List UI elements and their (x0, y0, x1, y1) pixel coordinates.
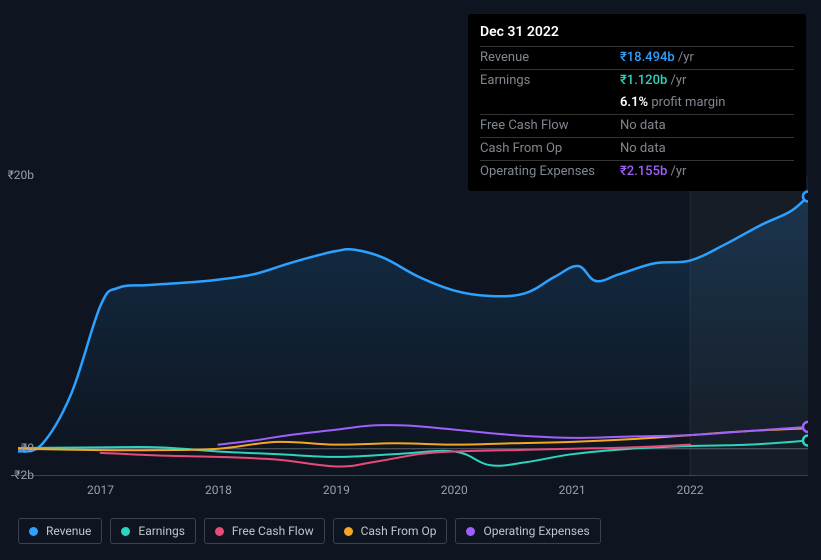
legend-item[interactable]: Revenue (18, 518, 102, 544)
tooltip-row-value: ₹18.494b /yr (620, 49, 694, 67)
tooltip-row: Revenue₹18.494b /yr (480, 46, 794, 69)
y-axis-label: ₹20b (0, 168, 34, 182)
tooltip-row-extra: 6.1% profit margin (480, 92, 794, 114)
legend-label: Cash From Op (361, 524, 437, 538)
tooltip-row: Earnings₹1.120b /yr (480, 69, 794, 92)
chart-plot (18, 176, 808, 476)
tooltip-row-label: Operating Expenses (480, 163, 620, 181)
tooltip-row-label: Revenue (480, 49, 620, 67)
x-axis-label: 2019 (323, 483, 350, 497)
legend-swatch (344, 527, 353, 536)
tooltip-row-value: No data (620, 140, 666, 158)
legend-item[interactable]: Free Cash Flow (204, 518, 325, 544)
legend-label: Free Cash Flow (232, 524, 314, 538)
tooltip-date: Dec 31 2022 (480, 24, 794, 46)
chart-legend: Revenue Earnings Free Cash Flow Cash From O… (18, 518, 601, 544)
x-axis-label: 2022 (677, 483, 704, 497)
tooltip-row-label: Free Cash Flow (480, 117, 620, 135)
legend-label: Revenue (46, 524, 91, 538)
legend-swatch (466, 527, 475, 536)
legend-swatch (121, 527, 130, 536)
x-axis-label: 2020 (441, 483, 468, 497)
legend-item[interactable]: Cash From Op (333, 518, 448, 544)
x-axis-label: 2017 (87, 483, 114, 497)
legend-label: Earnings (138, 524, 185, 538)
tooltip-row-label: Earnings (480, 72, 620, 90)
legend-item[interactable]: Operating Expenses (455, 518, 600, 544)
chart-tooltip: Dec 31 2022 Revenue₹18.494b /yrEarnings₹… (468, 14, 806, 191)
x-axis-label: 2021 (559, 483, 586, 497)
financials-chart[interactable]: ₹20b₹0-₹2b201720182019202020212022 (0, 160, 821, 480)
tooltip-row: Operating Expenses₹2.155b /yr (480, 160, 794, 183)
legend-swatch (215, 527, 224, 536)
tooltip-row-label: Cash From Op (480, 140, 620, 158)
legend-item[interactable]: Earnings (110, 518, 196, 544)
y-axis-label: -₹2b (0, 468, 34, 482)
tooltip-row: Free Cash FlowNo data (480, 114, 794, 137)
tooltip-rows: Revenue₹18.494b /yrEarnings₹1.120b /yr6.… (480, 46, 794, 183)
tooltip-row-value: No data (620, 117, 666, 135)
legend-label: Operating Expenses (483, 524, 589, 538)
tooltip-row: Cash From OpNo data (480, 137, 794, 160)
y-axis-label: ₹0 (0, 441, 34, 455)
tooltip-row-value: ₹1.120b /yr (620, 72, 686, 90)
tooltip-row-value: ₹2.155b /yr (620, 163, 686, 181)
legend-swatch (29, 527, 38, 536)
x-axis-label: 2018 (205, 483, 232, 497)
